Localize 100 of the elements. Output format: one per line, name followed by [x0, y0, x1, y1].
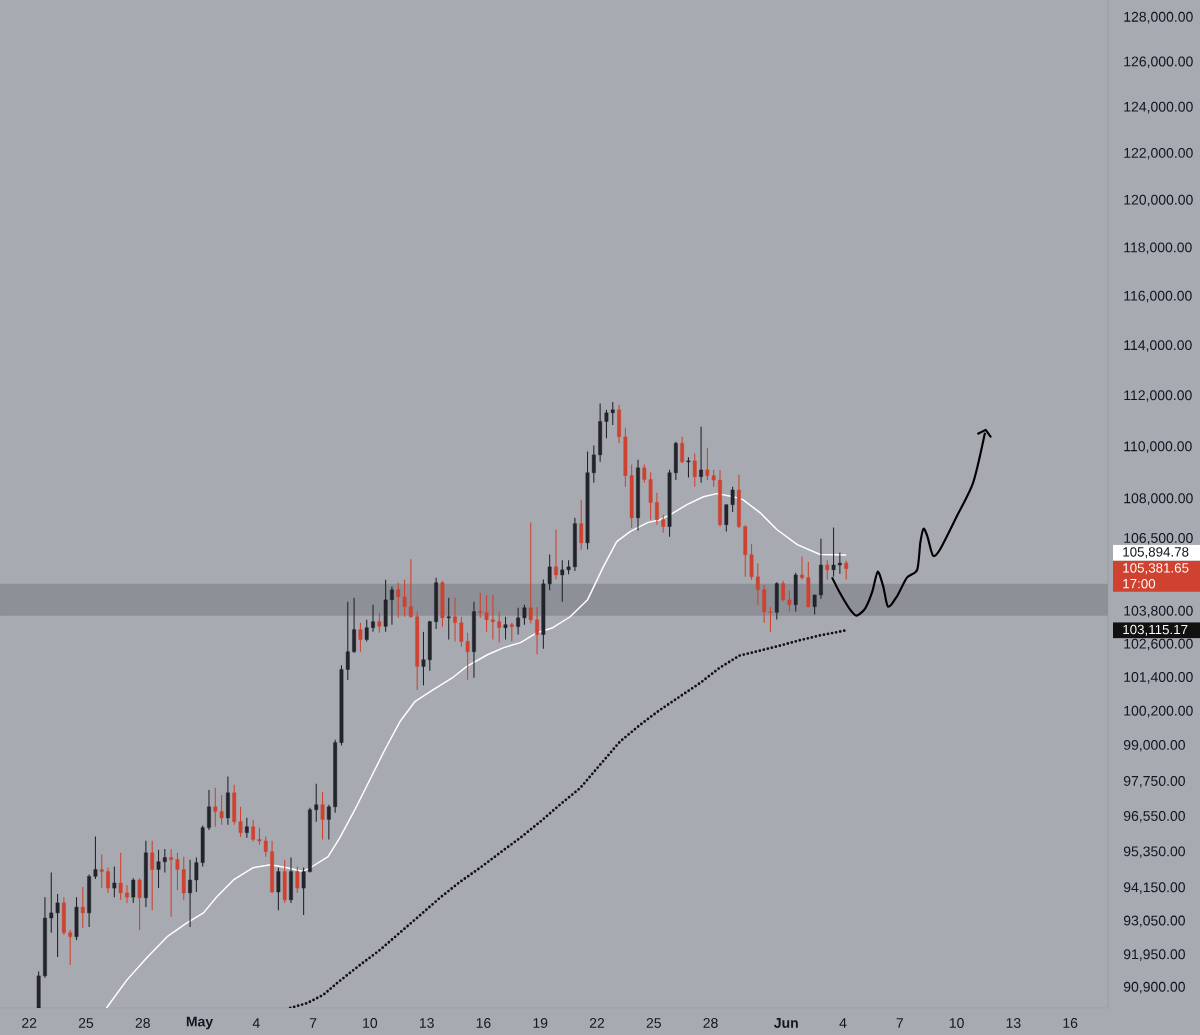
candlestick [36, 970, 41, 1008]
x-tick-label: 13 [419, 1018, 434, 1028]
x-tick-label: 25 [646, 1018, 661, 1028]
candlestick [314, 783, 319, 823]
y-tick-label: 99,000.00 [1123, 739, 1185, 752]
candlestick [490, 594, 495, 641]
candlestick [80, 886, 85, 929]
candlestick [358, 622, 363, 653]
candlestick [352, 597, 356, 654]
x-tick-label: May [186, 1016, 214, 1030]
y-tick-label: 118,000.00 [1124, 242, 1192, 254]
candlestick [301, 866, 306, 916]
candlestick [137, 877, 142, 931]
candlestick [320, 791, 325, 840]
y-tick-label: 96,550.00 [1123, 810, 1185, 823]
x-tick-label: 10 [949, 1018, 964, 1028]
y-tick-label: 124,000.00 [1124, 101, 1193, 114]
candlestick [106, 866, 110, 894]
candlestick [509, 622, 514, 643]
x-tick-label: 4 [252, 1018, 260, 1028]
candlestick [364, 619, 369, 643]
y-tick-label: 102,600.00 [1124, 638, 1193, 651]
candlestick [800, 555, 804, 581]
candlestick [655, 492, 659, 526]
x-tick-label: 22 [589, 1018, 605, 1028]
candlestick [188, 859, 192, 928]
y-tick-label: 122,000.00 [1124, 147, 1193, 160]
candlestick [831, 527, 836, 578]
candlestick [554, 528, 558, 581]
y-tick-label: 94,150.00 [1123, 882, 1185, 894]
candlestick [686, 456, 691, 478]
candlestick [837, 551, 842, 575]
x-tick-label: 16 [1063, 1018, 1078, 1028]
y-tick-label: 95,350.00 [1123, 846, 1185, 858]
candlestick [68, 929, 73, 966]
candlestick [371, 604, 375, 633]
candlestick [125, 884, 129, 904]
candlestick [169, 848, 174, 918]
candlestick [453, 597, 457, 643]
candlestick [825, 559, 830, 581]
y-tick-label: 91,950.00 [1123, 949, 1185, 961]
candlestick [150, 840, 155, 911]
candlestick [844, 560, 849, 581]
y-tick-label: 112,000.00 [1124, 390, 1192, 402]
candlestick [528, 522, 533, 625]
text: 105,381.65 [1123, 563, 1189, 575]
candlestick [295, 865, 300, 894]
y-tick-label: 101,400.00 [1124, 672, 1193, 684]
candlestick [497, 611, 502, 644]
candlestick [516, 607, 521, 636]
candlestick [112, 865, 117, 898]
text: 103,115.17 [1123, 624, 1188, 636]
y-tick-label: 103,800.00 [1124, 605, 1193, 618]
y-tick-label: 108,000.00 [1124, 493, 1193, 505]
candlestick [207, 789, 211, 831]
y-tick-label: 126,000.00 [1124, 56, 1193, 69]
x-tick-label: 25 [78, 1018, 94, 1028]
x-tick-label: 13 [1006, 1018, 1021, 1028]
candlestick [99, 854, 104, 889]
candlestick [680, 436, 685, 464]
y-tick-label: 128,000.00 [1124, 11, 1193, 24]
candlestick [377, 612, 382, 634]
text: 17:00 [1123, 578, 1156, 589]
y-tick-label: 100,200.00 [1124, 705, 1193, 718]
candlestick [390, 586, 394, 626]
candlestick [93, 835, 98, 880]
candlestick [276, 866, 281, 911]
x-tick-label: 22 [22, 1018, 37, 1028]
x-tick-label: 28 [703, 1018, 718, 1028]
x-tick-label: 10 [363, 1018, 378, 1028]
candlestick [446, 597, 451, 641]
y-tick-label: 90,900.00 [1123, 981, 1185, 994]
candlestick [326, 804, 331, 840]
y-tick-label: 97,750.00 [1123, 775, 1185, 788]
candlestick [692, 453, 697, 488]
y-tick-label: 106,500.00 [1124, 533, 1193, 545]
candlestick [244, 817, 249, 839]
y-tick-label: 110,000.00 [1124, 441, 1192, 453]
x-tick-label: Jun [774, 1018, 798, 1028]
text: 105,894.78 [1123, 547, 1189, 559]
y-tick-label: 120,000.00 [1124, 194, 1193, 207]
candlestick [131, 877, 136, 904]
x-tick-label: 7 [309, 1018, 317, 1028]
candlestick [699, 426, 703, 484]
candlestick [408, 558, 413, 619]
candlestick [579, 499, 584, 551]
y-tick-label: 93,050.00 [1123, 915, 1185, 928]
candlestick [755, 562, 760, 606]
candlestick [503, 616, 508, 641]
candlestick [812, 594, 817, 616]
candlestick [522, 604, 527, 626]
x-tick-label: 19 [533, 1018, 548, 1028]
x-tick-label: 7 [896, 1018, 903, 1028]
y-tick-label: 114,000.00 [1124, 340, 1192, 352]
candlestick [535, 606, 539, 655]
x-tick-label: 28 [135, 1018, 150, 1028]
x-tick-label: 16 [476, 1018, 491, 1028]
candlestick [781, 580, 785, 603]
y-tick-label: 116,000.00 [1124, 290, 1192, 303]
candlestick [118, 852, 123, 901]
